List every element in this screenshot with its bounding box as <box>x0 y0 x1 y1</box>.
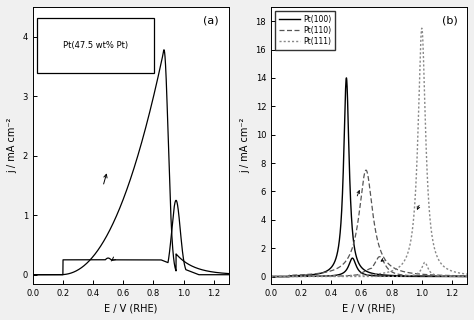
X-axis label: E / V (RHE): E / V (RHE) <box>342 303 396 313</box>
Text: (b): (b) <box>441 15 457 25</box>
FancyBboxPatch shape <box>36 18 155 73</box>
Y-axis label: j / mA cm⁻²: j / mA cm⁻² <box>7 118 17 173</box>
Y-axis label: j / mA cm⁻²: j / mA cm⁻² <box>240 118 250 173</box>
Text: Pt(47.5 wt% Pt): Pt(47.5 wt% Pt) <box>63 41 128 50</box>
Legend: Pt(100), Pt(110), Pt(111): Pt(100), Pt(110), Pt(111) <box>275 11 335 50</box>
X-axis label: E / V (RHE): E / V (RHE) <box>104 303 157 313</box>
Text: (a): (a) <box>203 15 219 25</box>
